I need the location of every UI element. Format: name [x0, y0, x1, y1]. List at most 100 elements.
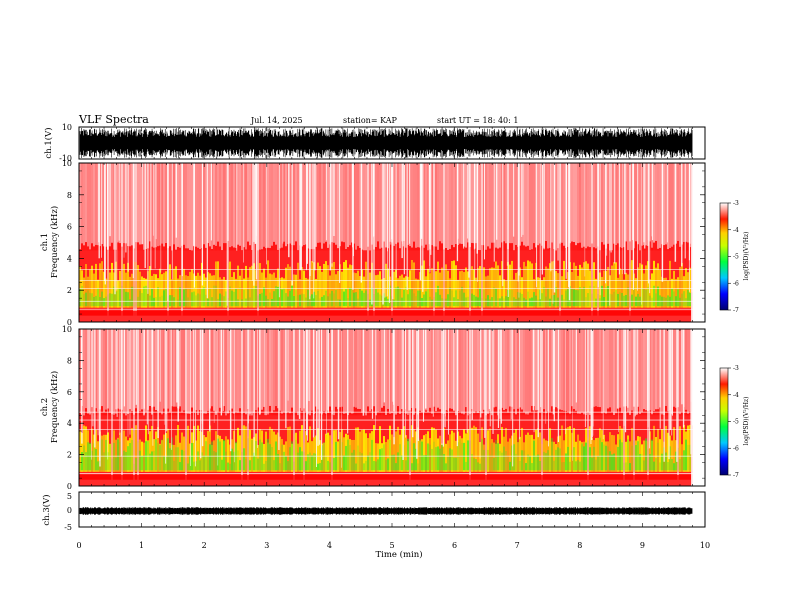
- spec-cell: [83, 277, 85, 308]
- spec-cell: [583, 262, 585, 308]
- spec-cell: [511, 435, 513, 472]
- spec-cell: [535, 262, 537, 308]
- spec-cell: [271, 163, 273, 251]
- spec-cell: [145, 475, 147, 486]
- spec-cell: [551, 295, 553, 307]
- spec-cell: [195, 329, 197, 416]
- spec-cell: [355, 273, 357, 308]
- spec-cell: [173, 460, 175, 471]
- ch1-ytick-bottom: -10: [59, 154, 72, 163]
- spec-cell: [489, 454, 491, 471]
- spec-cell: [81, 452, 83, 471]
- spec-cell: [395, 287, 397, 307]
- spec-cell: [197, 451, 199, 471]
- spec-cell: [435, 310, 437, 322]
- spec-cell: [191, 310, 193, 322]
- spec-cell: [639, 329, 641, 416]
- spec-cell: [251, 265, 253, 308]
- spec-cell: [499, 275, 501, 308]
- spec-cell: [399, 444, 401, 471]
- spec-cell: [169, 448, 171, 471]
- spec-cell: [623, 310, 625, 322]
- spec-cell: [557, 475, 559, 486]
- spec-cell: [399, 275, 401, 308]
- spec-cell: [569, 475, 571, 486]
- spec-cell: [487, 275, 489, 308]
- spec-cell: [543, 475, 545, 486]
- spec-cell: [195, 275, 197, 308]
- spec-cell: [495, 440, 497, 471]
- spec-cell: [389, 163, 391, 251]
- spec-cell: [385, 163, 387, 251]
- spec-cell: [683, 163, 685, 251]
- colorbar-tick-label: -3: [733, 200, 739, 207]
- x-tick-label: 1: [139, 541, 144, 550]
- spec-cell: [305, 475, 307, 486]
- spec-cell: [577, 275, 579, 308]
- spec-cell: [249, 460, 251, 471]
- spec-cell: [315, 295, 317, 307]
- spec-cell: [123, 475, 125, 486]
- spec-cell: [613, 310, 615, 322]
- spec-cell: [335, 329, 337, 416]
- spec-cell: [357, 163, 359, 251]
- spec-cell: [117, 288, 119, 307]
- spec-cell: [117, 280, 119, 308]
- spec-cell: [667, 280, 669, 308]
- spec-cell: [169, 310, 171, 322]
- spec-cell: [477, 267, 479, 308]
- spec-cell: [79, 329, 81, 416]
- spec-cell: [141, 475, 143, 486]
- spec-cell: [549, 298, 551, 307]
- spec-cell: [337, 299, 339, 307]
- spec-cell: [83, 425, 85, 472]
- spec-cell: [109, 272, 111, 308]
- spec-cell: [563, 260, 565, 308]
- spec-cell: [85, 426, 87, 472]
- spec-cell: [407, 310, 409, 322]
- date-label: Jul. 14, 2025: [250, 116, 303, 125]
- spec-cell: [687, 444, 689, 471]
- spec-cell: [629, 329, 631, 416]
- spec-cell: [227, 462, 229, 471]
- spec-cell: [427, 443, 429, 471]
- spec-cell: [681, 262, 683, 308]
- spec-cell: [101, 475, 103, 486]
- spec-cell: [121, 454, 123, 471]
- spec-cell: [615, 310, 617, 322]
- spec-cell: [651, 273, 653, 308]
- spec-cell: [397, 329, 399, 416]
- spec-cell: [361, 475, 363, 486]
- spec-cell: [431, 448, 433, 471]
- spec-cell: [471, 163, 473, 251]
- spec-cell: [439, 272, 441, 308]
- spec-cell: [167, 475, 169, 486]
- spec-cell: [193, 475, 195, 486]
- spec-cell: [501, 261, 503, 308]
- spec-cell: [347, 310, 349, 322]
- spec-cell: [407, 276, 409, 308]
- spec-cell: [87, 310, 89, 322]
- spec-cell: [477, 310, 479, 322]
- spec-cell: [133, 261, 135, 308]
- spec-cell: [413, 163, 415, 251]
- spec-cell: [365, 310, 367, 322]
- spec-cell: [437, 310, 439, 322]
- spec-cell: [535, 295, 537, 307]
- spec-cell: [167, 438, 169, 471]
- spec-cell: [569, 310, 571, 322]
- spec-cell: [469, 440, 471, 471]
- spec-cell: [327, 460, 329, 471]
- spec-cell: [615, 262, 617, 308]
- spec-cell: [129, 163, 131, 251]
- spec-cell: [655, 329, 657, 416]
- spec-cell: [149, 310, 151, 322]
- spec-cell: [121, 329, 123, 416]
- spec-cell: [643, 163, 645, 251]
- spec-cell: [377, 329, 379, 416]
- spec-cell: [475, 163, 477, 251]
- spec-cell: [423, 455, 425, 471]
- spec-cell: [641, 288, 643, 307]
- spec-cell: [545, 163, 547, 251]
- spec-cell: [633, 406, 635, 480]
